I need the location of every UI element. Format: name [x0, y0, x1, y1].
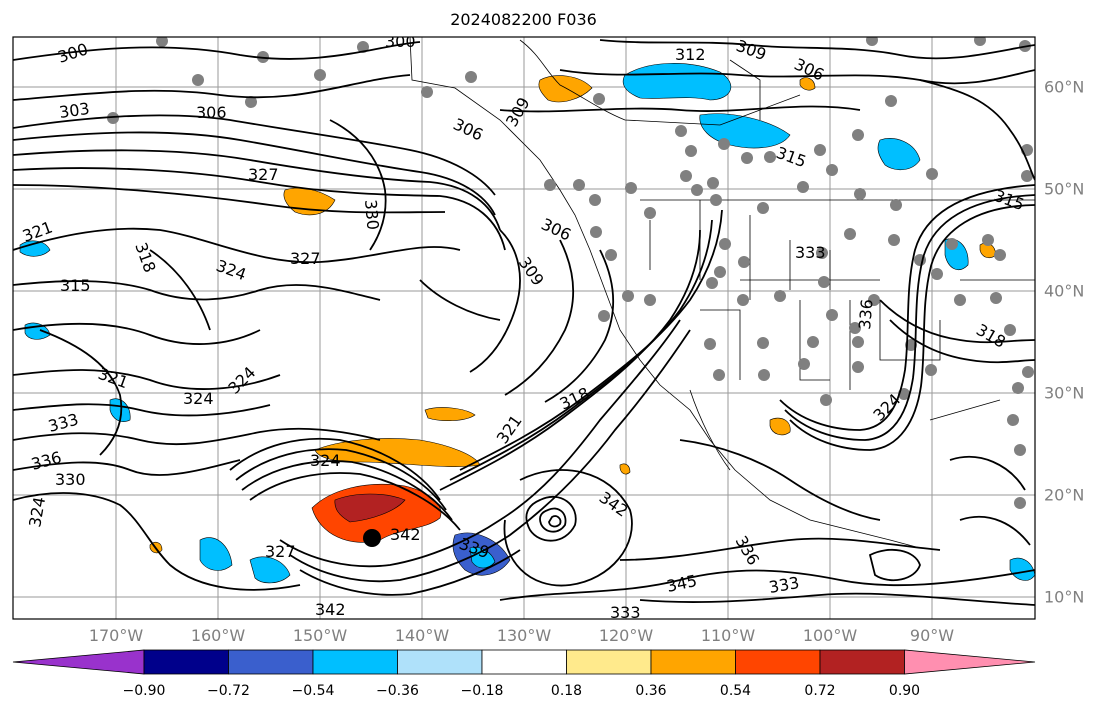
colorbar [12, 649, 1036, 675]
longitude-label: 90°W [909, 626, 955, 645]
colorbar-segment [12, 649, 145, 675]
coastlines [409, 37, 1035, 549]
latitude-label: 20°N [1044, 485, 1085, 505]
colorbar-tick-label: 0.18 [550, 683, 583, 699]
longitude-label: 120°W [598, 626, 654, 645]
longitude-label: 170°W [88, 626, 144, 645]
graticule [13, 37, 1035, 619]
contour-label: 330 [361, 199, 383, 231]
colorbar-tick-label: −0.18 [460, 683, 504, 699]
colorbar-segment [735, 649, 821, 675]
colorbar-segment [228, 649, 314, 675]
contour-label: 300 [385, 32, 416, 51]
colorbar-tick-label: −0.54 [291, 683, 335, 699]
colorbar-segment [312, 649, 398, 675]
colorbar-tick-label: −0.72 [207, 683, 250, 699]
contour-label: 333 [610, 603, 641, 622]
map-title: 2024082200 F036 [450, 10, 597, 29]
contour-label: 330 [55, 470, 86, 489]
contour-label: 336 [855, 298, 877, 330]
contour-label: 327 [290, 249, 321, 268]
map-frame [12, 36, 1036, 620]
colorbar-tick-label: −0.90 [122, 683, 166, 699]
latitude-label: 60°N [1044, 77, 1085, 97]
contour-label: 342 [315, 600, 346, 619]
colorbar-segment [397, 649, 483, 675]
longitude-label: 140°W [394, 626, 450, 645]
longitude-label: 150°W [292, 626, 348, 645]
station-markers [107, 37, 1034, 509]
colorbar-segment [566, 649, 652, 675]
longitude-label: 110°W [700, 626, 756, 645]
storm-center-marker [363, 529, 381, 547]
colorbar-tick-label: 0.90 [888, 683, 921, 699]
latitude-label: 10°N [1044, 587, 1085, 607]
colorbar-segment [650, 649, 736, 675]
longitude-label: 100°W [802, 626, 858, 645]
contour-label: 324 [310, 451, 341, 470]
contour-label: 312 [675, 45, 706, 64]
colorbar-tick-label: −0.36 [376, 683, 419, 699]
contour-label: 327 [265, 542, 296, 561]
colorbar-tick-label: 0.54 [719, 683, 752, 699]
contour-label: 342 [390, 525, 421, 544]
colorbar-segment [481, 649, 567, 675]
latitude-label: 30°N [1044, 383, 1085, 403]
contour-label: 306 [196, 103, 227, 122]
contour-label: 315 [60, 276, 91, 295]
contour-label: 303 [58, 99, 91, 122]
contour-label: 327 [248, 165, 279, 184]
latitude-label: 40°N [1044, 281, 1085, 301]
longitude-label: 130°W [496, 626, 552, 645]
colorbar-segment [819, 649, 905, 675]
contour-lines [13, 39, 1035, 606]
contour-label: 333 [795, 243, 826, 262]
contour-label: 324 [183, 389, 214, 408]
colorbar-segment [904, 649, 1036, 675]
colorbar-segment [143, 649, 229, 675]
latitude-label: 50°N [1044, 179, 1085, 199]
colorbar-tick-label: 0.72 [804, 683, 836, 699]
longitude-label: 160°W [190, 626, 246, 645]
colorbar-tick-label: 0.36 [635, 683, 667, 699]
